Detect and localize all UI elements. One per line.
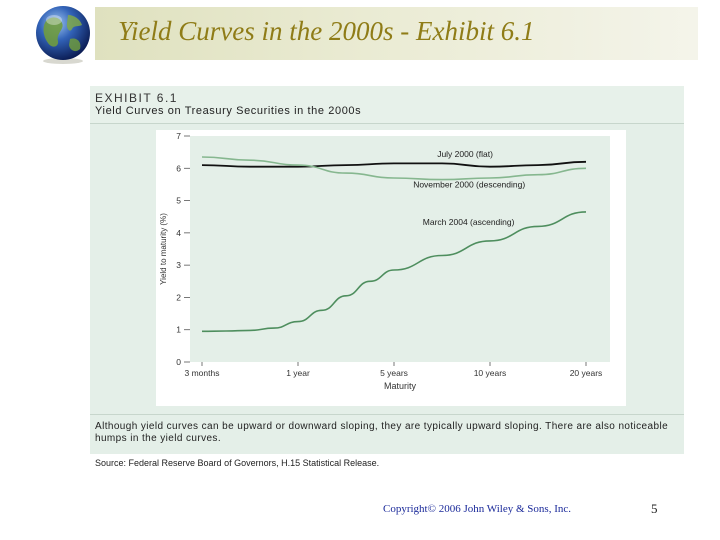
chart-panel: 0 1 2 3 4 5 6 7 3 months 1 year 5 years 10 years 20… [156,130,626,406]
title-bar [95,7,698,60]
series-line-november-2000 [201,156,587,181]
page-number: 5 [651,501,658,516]
plot-area [190,136,610,362]
x-tick-label: 10 years [474,368,507,378]
globe-icon [36,6,90,64]
y-tick-label: 5 [176,196,181,206]
x-tick-label: 5 years [380,368,408,378]
exhibit-panel: EXHIBIT 6.1 Yield Curves on Treasury Sec… [90,86,684,454]
series-line-march-2004 [201,211,587,333]
exhibit-header: EXHIBIT 6.1 Yield Curves on Treasury Sec… [90,86,684,124]
exhibit-title: Yield Curves on Treasury Securities in t… [95,105,362,117]
caption-text: Although yield curves can be upward or d… [95,421,669,444]
yield-curve-chart: 0 1 2 3 4 5 6 7 3 months 1 year 5 years 10 years 20… [159,131,610,391]
exhibit-caption: Although yield curves can be upward or d… [90,414,684,455]
x-axis: 3 months 1 year 5 years 10 years 20 years [185,362,603,378]
y-tick-label: 3 [176,260,181,270]
y-tick-label: 2 [176,292,181,302]
exhibit-label: EXHIBIT 6.1 [95,91,178,105]
series-label-november-2000: November 2000 (descending) [413,180,525,190]
x-tick-label: 3 months [185,368,220,378]
series-label-july-2000: July 2000 (flat) [437,149,493,159]
source-note: Source: Federal Reserve Board of Governo… [95,458,380,468]
series-group [201,156,587,333]
y-tick-label: 6 [176,163,181,173]
x-tick-label: 1 year [286,368,310,378]
y-axis-label: Yield to maturity (%) [159,213,168,285]
series-line-july-2000 [201,160,587,168]
y-tick-label: 7 [176,131,181,141]
y-tick-label: 0 [176,357,181,367]
x-tick-label: 20 years [570,368,603,378]
y-tick-label: 1 [176,325,181,335]
slide-title: Yield Curves in the 2000s - Exhibit 6.1 [118,16,535,46]
x-axis-label: Maturity [384,381,417,391]
y-tick-label: 4 [176,228,181,238]
y-axis: 0 1 2 3 4 5 6 7 [176,131,190,367]
series-label-march-2004: March 2004 (ascending) [423,217,515,227]
copyright-notice: Copyright© 2006 John Wiley & Sons, Inc. [383,503,571,515]
